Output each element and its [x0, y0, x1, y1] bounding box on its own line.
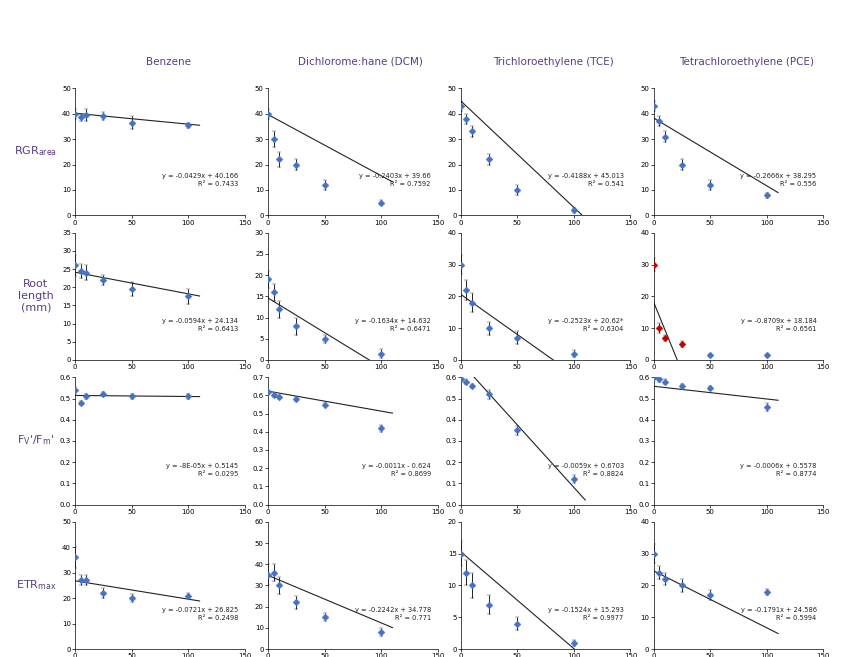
- Text: Tetrachloroethylene (PCE): Tetrachloroethylene (PCE): [679, 57, 814, 67]
- Text: y = -0.0059x + 0.6703
R² = 0.8824: y = -0.0059x + 0.6703 R² = 0.8824: [548, 463, 624, 476]
- Text: y = -8E-05x + 0.5145
R² = 0.0295: y = -8E-05x + 0.5145 R² = 0.0295: [166, 463, 238, 476]
- Text: VOCs (mg·L⁻¹): VOCs (mg·L⁻¹): [367, 15, 476, 30]
- Text: y = -0.0721x + 26.825
R² = 0.2498: y = -0.0721x + 26.825 R² = 0.2498: [162, 607, 238, 621]
- Text: F$_{\rm V}$'/F$_{\rm m}$': F$_{\rm V}$'/F$_{\rm m}$': [17, 433, 55, 447]
- Text: y = -0.2242x + 34.778
R² = 0.771: y = -0.2242x + 34.778 R² = 0.771: [355, 607, 431, 621]
- Text: y = -0.8709x + 18.184
R² = 0.6561: y = -0.8709x + 18.184 R² = 0.6561: [740, 318, 817, 332]
- Text: y = -0.0594x + 24.134
R² = 0.6413: y = -0.0594x + 24.134 R² = 0.6413: [162, 318, 238, 332]
- Text: Root
length
(mm): Root length (mm): [18, 279, 54, 312]
- Text: RGR$_{\rm area}$: RGR$_{\rm area}$: [14, 144, 57, 158]
- Text: Benzene: Benzene: [146, 57, 191, 67]
- Text: Trichloroethylene (TCE): Trichloroethylene (TCE): [493, 57, 614, 67]
- Text: Dichlorome:hane (DCM): Dichlorome:hane (DCM): [298, 57, 423, 67]
- Text: y = -0.2666x + 38.295
R² = 0.556: y = -0.2666x + 38.295 R² = 0.556: [740, 173, 817, 187]
- Text: y = -0.0011x - 0.624
R² = 0.8699: y = -0.0011x - 0.624 R² = 0.8699: [362, 463, 431, 476]
- Text: y = -0.0006x + 0.5578
R² = 0.8774: y = -0.0006x + 0.5578 R² = 0.8774: [740, 463, 817, 476]
- Text: y = -0.2403x + 39.66
R² = 0.7592: y = -0.2403x + 39.66 R² = 0.7592: [359, 173, 431, 187]
- Text: y = -0.1634x + 14.632
R² = 0.6471: y = -0.1634x + 14.632 R² = 0.6471: [355, 318, 431, 332]
- Text: y = -0.2523x + 20.62*
R² = 0.6304: y = -0.2523x + 20.62* R² = 0.6304: [548, 318, 624, 332]
- Text: y = -0.0429x + 40.166
R² = 0.7433: y = -0.0429x + 40.166 R² = 0.7433: [162, 173, 238, 187]
- Text: y = -0.1791x + 24.586
R² = 0.5994: y = -0.1791x + 24.586 R² = 0.5994: [740, 607, 817, 621]
- Text: y = -0.4188x + 45.013
R² = 0.541: y = -0.4188x + 45.013 R² = 0.541: [548, 173, 624, 187]
- Text: ETR$_{\rm max}$: ETR$_{\rm max}$: [16, 578, 56, 592]
- Text: y = -0.1524x + 15.293
R² = 0.9977: y = -0.1524x + 15.293 R² = 0.9977: [548, 607, 624, 621]
